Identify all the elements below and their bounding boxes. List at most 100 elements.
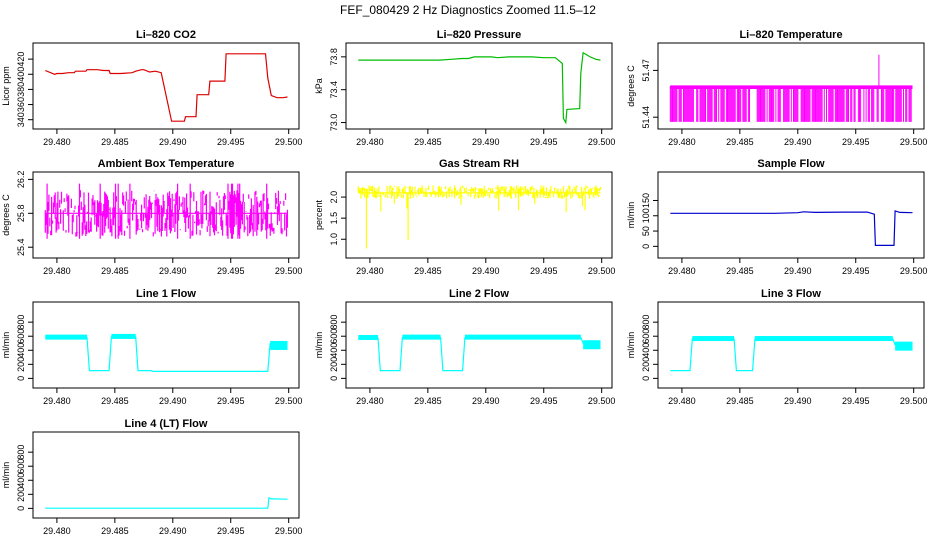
y-axis-label: percent	[314, 199, 324, 230]
series-line	[45, 53, 288, 122]
y-tick-label: 200	[16, 487, 26, 502]
chart-panel: Line 3 Flow ml/min 29.480 29.485 29.490 29.49…	[626, 288, 927, 406]
x-tick-label: 29.495	[217, 266, 245, 276]
x-tick-label: 29.485	[414, 266, 442, 276]
plot-frame	[345, 171, 613, 259]
x-tick-label: 29.485	[101, 266, 129, 276]
x-tick-label: 29.490	[159, 266, 187, 276]
chart-panel: Sample Flow ml/min 29.480 29.485 29.490 29.49…	[626, 158, 927, 276]
y-tick-label: 100	[641, 208, 651, 223]
y-tick-label: 600	[329, 329, 339, 344]
y-tick-label: 51.44	[641, 106, 651, 129]
series-band	[45, 334, 88, 340]
x-tick-label: 29.480	[43, 396, 71, 406]
x-tick-label: 29.490	[472, 266, 500, 276]
y-tick-label: 1.0	[329, 233, 339, 246]
series-band	[111, 333, 136, 339]
y-tick-label: 50	[641, 226, 651, 236]
y-tick-label: 200	[16, 357, 26, 372]
y-tick-label: 0	[641, 376, 651, 381]
series-line	[45, 336, 288, 372]
x-tick-label: 29.480	[43, 137, 71, 147]
y-axis-label: ml/min	[1, 332, 11, 359]
plot-frame	[657, 171, 925, 259]
series-band	[270, 340, 288, 350]
y-tick-label: 800	[16, 445, 26, 460]
y-tick-label: 150	[641, 193, 651, 208]
x-tick-label: 29.500	[900, 137, 928, 147]
x-tick-label: 29.485	[101, 137, 129, 147]
series-band	[358, 334, 379, 340]
x-tick-label: 29.500	[588, 266, 616, 276]
series-band	[754, 336, 893, 342]
x-tick-label: 29.500	[900, 266, 928, 276]
plot-frame	[32, 301, 300, 389]
y-tick-label: 25.8	[16, 205, 26, 223]
series-band	[583, 340, 601, 350]
x-tick-label: 29.490	[472, 137, 500, 147]
plot-frame	[345, 42, 613, 130]
chart-panel: Ambient Box Temperature degrees C 29.480 29…	[1, 158, 302, 276]
y-tick-label: 200	[641, 357, 651, 372]
y-axis-label: ml/min	[1, 462, 11, 489]
y-tick-label: 420	[16, 52, 26, 67]
data-layer	[670, 210, 913, 246]
x-tick-label: 29.485	[101, 526, 129, 536]
chart-title: Line 2 Flow	[449, 288, 509, 300]
x-tick-label: 29.500	[275, 266, 303, 276]
y-tick-label: 0	[16, 376, 26, 381]
y-tick-label: 400	[641, 343, 651, 358]
x-tick-label: 29.490	[472, 396, 500, 406]
y-axis-label: ml/min	[626, 202, 636, 229]
y-tick-label: 400	[16, 67, 26, 82]
chart-title: Line 4 (LT) Flow	[125, 418, 208, 430]
x-tick-label: 29.480	[668, 266, 696, 276]
chart-title: Line 1 Flow	[136, 288, 196, 300]
series-band	[464, 334, 581, 340]
plot-frame	[657, 42, 925, 130]
y-tick-label: 400	[329, 343, 339, 358]
y-axis-label: Licor ppm	[1, 66, 11, 106]
series-band	[692, 336, 735, 342]
y-tick-label: 51.47	[641, 59, 651, 82]
x-tick-label: 29.485	[726, 137, 754, 147]
y-tick-label: 400	[16, 343, 26, 358]
y-tick-label: 800	[329, 315, 339, 330]
x-tick-label: 29.485	[414, 396, 442, 406]
series-line	[358, 337, 601, 372]
y-tick-label: 340	[16, 112, 26, 127]
x-tick-label: 29.480	[356, 396, 384, 406]
series-line	[45, 496, 288, 509]
x-tick-label: 29.495	[530, 266, 558, 276]
x-tick-label: 29.490	[159, 137, 187, 147]
x-tick-label: 29.480	[356, 137, 384, 147]
x-tick-label: 29.500	[275, 526, 303, 536]
plot-frame	[345, 301, 613, 389]
x-tick-label: 29.495	[530, 137, 558, 147]
x-tick-label: 29.495	[842, 137, 870, 147]
y-axis-label: ml/min	[314, 332, 324, 359]
x-tick-label: 29.495	[217, 526, 245, 536]
y-axis-label: degrees C	[626, 65, 636, 107]
y-tick-label: 0	[641, 244, 651, 249]
chart-title: Gas Stream RH	[439, 158, 519, 170]
chart-panel: Gas Stream RH percent 29.480 29.485 29.490 29…	[314, 158, 615, 276]
y-tick-label: 800	[16, 315, 26, 330]
y-tick-label: 1.5	[329, 212, 339, 225]
x-tick-label: 29.500	[588, 137, 616, 147]
y-tick-label: 25.4	[16, 238, 26, 256]
y-axis-label: ml/min	[626, 332, 636, 359]
x-tick-label: 29.490	[784, 396, 812, 406]
x-tick-label: 29.485	[726, 266, 754, 276]
y-tick-label: 73.4	[329, 81, 339, 99]
y-tick-label: 0	[16, 506, 26, 511]
y-tick-label: 360	[16, 97, 26, 112]
chart-panel: Line 2 Flow ml/min 29.480 29.485 29.490 29.49…	[314, 288, 615, 406]
data-layer	[358, 334, 601, 372]
chart-title: Li–820 Temperature	[739, 29, 842, 41]
x-tick-label: 29.495	[217, 137, 245, 147]
x-tick-label: 29.500	[588, 396, 616, 406]
y-tick-label: 380	[16, 82, 26, 97]
